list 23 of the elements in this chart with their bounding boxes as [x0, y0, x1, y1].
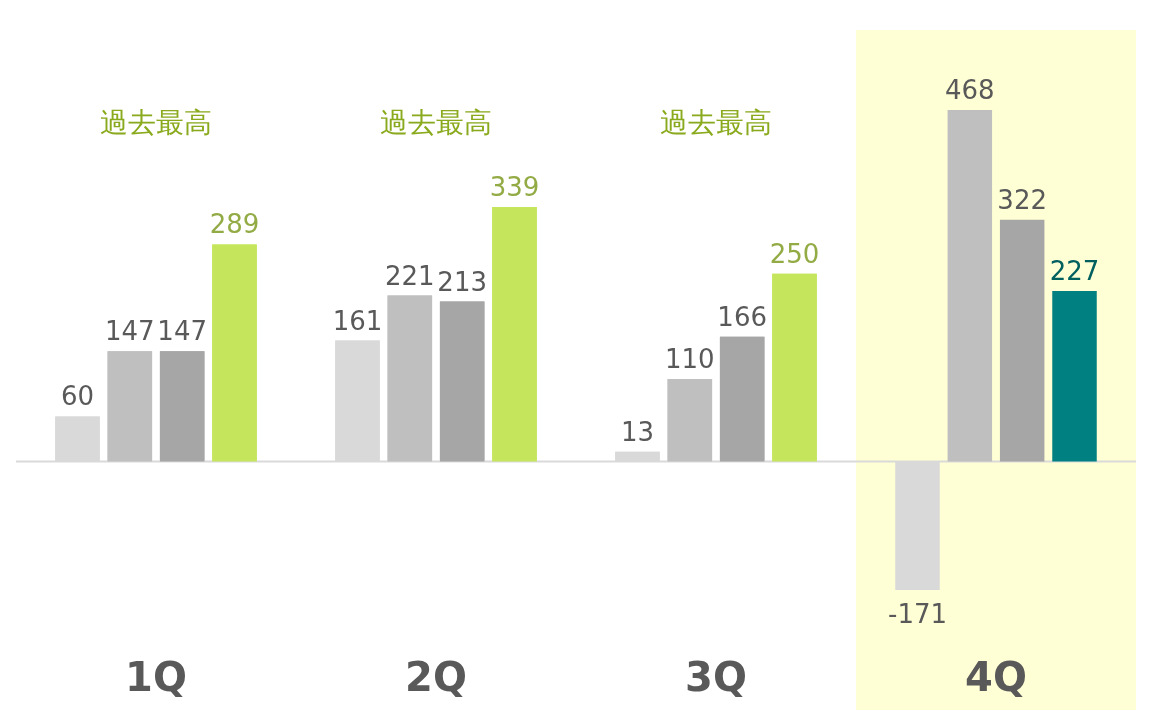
x-tick-label: 3Q	[685, 653, 747, 700]
data-label: 213	[437, 266, 487, 297]
data-label: 13	[620, 416, 655, 447]
data-label: 110	[665, 343, 715, 374]
data-label: 322	[997, 184, 1047, 215]
annotation: 過去最高	[100, 106, 212, 139]
data-label: 147	[157, 316, 207, 347]
annotation: 過去最高	[660, 106, 772, 139]
data-label: 166	[717, 301, 767, 332]
data-label: 468	[945, 75, 995, 105]
x-tick-label: 4Q	[965, 653, 1027, 700]
data-label: 339	[489, 171, 540, 202]
data-label: 161	[332, 305, 383, 336]
annotation: 過去最高	[380, 106, 492, 139]
data-label: 147	[105, 316, 155, 347]
data-label: 250	[769, 238, 820, 269]
data-label: -171	[887, 599, 947, 629]
data-label: 289	[209, 209, 260, 240]
data-label: 60	[60, 381, 95, 412]
x-tick-label: 2Q	[405, 653, 467, 700]
data-label: 221	[385, 260, 435, 291]
data-label: 227	[1049, 256, 1100, 287]
x-tick-label: 1Q	[125, 653, 187, 700]
